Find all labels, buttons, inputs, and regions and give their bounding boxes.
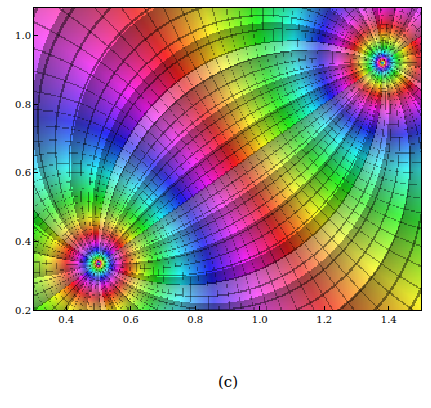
svg-text:0.6: 0.6	[123, 314, 139, 325]
svg-text:0.8: 0.8	[187, 314, 203, 325]
svg-text:0.4: 0.4	[58, 314, 74, 325]
svg-text:1.0: 1.0	[252, 314, 268, 325]
svg-text:1.2: 1.2	[316, 314, 332, 325]
svg-text:0.6: 0.6	[15, 167, 31, 178]
svg-text:0.8: 0.8	[15, 99, 31, 110]
svg-text:0.4: 0.4	[15, 236, 31, 247]
svg-text:(c): (c)	[218, 373, 238, 391]
svg-text:0.2: 0.2	[15, 305, 31, 316]
svg-text:1.4: 1.4	[381, 314, 397, 325]
svg-text:1.0: 1.0	[15, 30, 31, 41]
